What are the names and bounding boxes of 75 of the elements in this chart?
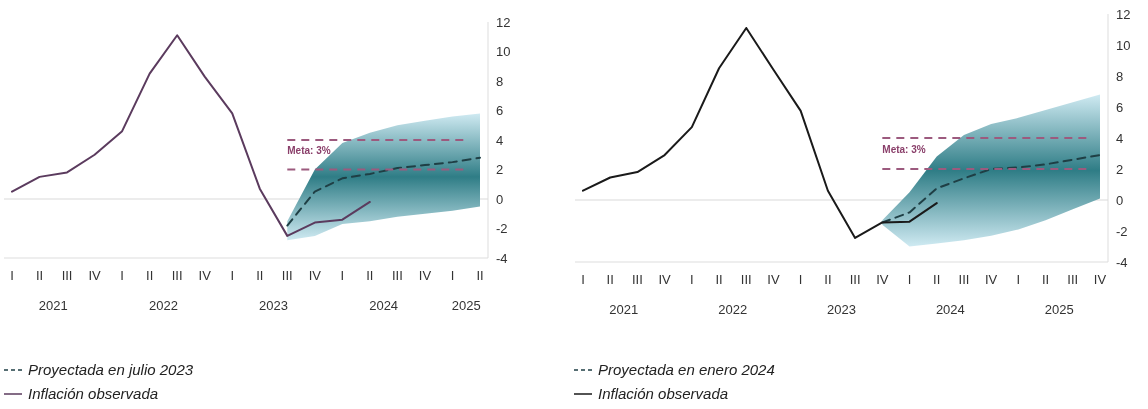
- x-tick-label: III: [171, 268, 183, 283]
- x-tick-label: I: [581, 272, 585, 287]
- y-tick-label: 10: [496, 44, 511, 60]
- x-tick-label: IV: [418, 268, 432, 283]
- x-tick-label: III: [281, 268, 293, 283]
- x-tick-label: I: [690, 272, 694, 287]
- y-tick-label: -2: [1116, 223, 1128, 239]
- x-tick-label: I: [450, 268, 455, 283]
- line-series: [582, 26, 938, 239]
- x-tick-label: III: [740, 272, 752, 287]
- x-tick-label: III: [849, 272, 861, 287]
- x-tick-label: IV: [198, 268, 212, 283]
- line-series: [286, 156, 481, 227]
- y-tick-label: 10: [1116, 37, 1131, 53]
- x-tick-label: II: [715, 272, 723, 287]
- legend-label: Inflación observada: [28, 385, 159, 403]
- x-tick-label: II: [933, 272, 941, 287]
- legend-label: Proyectada en enero 2024: [598, 361, 775, 379]
- x-tick-label: III: [391, 268, 403, 283]
- x-tick-label: III: [61, 268, 73, 283]
- line-series: [11, 34, 371, 237]
- y-tick-label: 8: [1116, 68, 1124, 84]
- text: 2021: [38, 298, 68, 313]
- x-tick-label: I: [1016, 272, 1021, 287]
- x-tick-label: II: [1041, 272, 1050, 287]
- y-tick-label: 4: [496, 132, 504, 148]
- x-tick-label: I: [230, 268, 235, 283]
- x-tick-label: I: [10, 268, 14, 283]
- text: 2022: [718, 302, 748, 317]
- x-tick-label: II: [146, 268, 154, 283]
- y-tick-label: -2: [496, 221, 508, 237]
- x-tick-label: IV: [88, 268, 102, 283]
- y-tick-label: 0: [1116, 192, 1124, 208]
- x-tick-label: I: [798, 272, 803, 287]
- x-tick-label: II: [256, 268, 264, 283]
- text: 2023: [259, 298, 288, 313]
- text: 2023: [827, 302, 856, 317]
- y-tick-label: 12: [1116, 6, 1131, 22]
- x-tick-label: IV: [767, 272, 780, 287]
- y-tick-label: 4: [1116, 130, 1124, 146]
- y-tick-label: 8: [496, 73, 504, 89]
- text: 2025: [1044, 302, 1074, 317]
- annotation: Meta: 3%: [287, 145, 331, 157]
- x-tick-label: II: [366, 268, 374, 283]
- text: 2024: [369, 298, 399, 313]
- y-tick-label: 12: [496, 14, 511, 30]
- x-tick-label: I: [907, 272, 912, 287]
- x-tick-label: IV: [1093, 272, 1107, 287]
- annotation: Meta: 3%: [882, 144, 926, 155]
- x-tick-label: III: [958, 272, 970, 287]
- text: 2024: [935, 302, 965, 317]
- x-tick-label: III: [632, 272, 643, 287]
- x-tick-label: IV: [876, 272, 889, 287]
- y-tick-label: -4: [496, 250, 508, 266]
- x-tick-label: I: [120, 268, 124, 283]
- legend-label: Proyectada en julio 2023: [28, 361, 194, 379]
- y-tick-label: 6: [496, 103, 504, 119]
- text: 2021: [609, 302, 639, 317]
- y-tick-label: 6: [1116, 99, 1124, 115]
- legend-label: Inflación observada: [598, 385, 729, 403]
- x-tick-label: II: [606, 272, 614, 287]
- x-tick-label: IV: [658, 272, 672, 287]
- x-tick-label: IV: [985, 272, 998, 287]
- x-tick-label: III: [1067, 272, 1079, 287]
- x-tick-label: II: [476, 268, 484, 283]
- y-tick-label: 2: [1116, 161, 1124, 177]
- x-tick-label: IV: [308, 268, 322, 283]
- x-tick-label: II: [35, 268, 44, 283]
- x-tick-label: II: [824, 272, 832, 287]
- text: 2025: [451, 298, 481, 313]
- y-tick-label: -4: [1116, 254, 1128, 270]
- x-tick-label: I: [340, 268, 345, 283]
- y-tick-label: 2: [496, 162, 504, 178]
- y-tick-label: 0: [496, 191, 504, 207]
- text: 2022: [148, 298, 178, 313]
